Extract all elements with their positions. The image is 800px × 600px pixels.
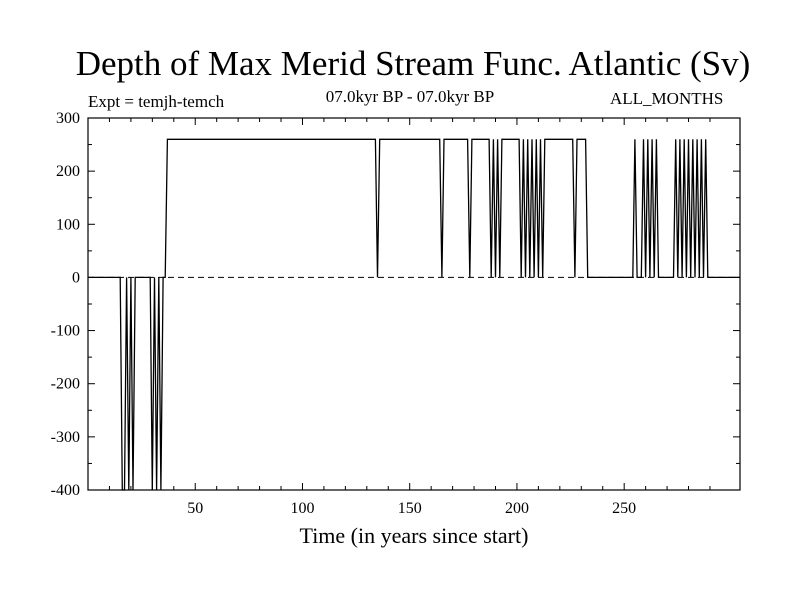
x-tick-label: 100 [290,500,314,517]
x-tick-label: 150 [398,500,422,517]
y-tick-label: -200 [51,376,80,393]
y-tick-label: 200 [56,163,80,180]
y-tick-label: -100 [51,323,80,340]
series-line-0 [88,138,740,491]
y-tick-label: 300 [56,110,80,127]
y-tick-label: 0 [72,269,80,286]
y-tick-label: -300 [51,429,80,446]
chart-title: Depth of Max Merid Stream Func. Atlantic… [75,44,751,83]
y-tick-label: -400 [51,482,80,499]
x-axis-label: Time (in years since start) [299,523,529,548]
experiment-label: Expt = temjh-temch [88,92,225,111]
months-label: ALL_MONTHS [610,89,724,108]
y-tick-label: 100 [56,216,80,233]
x-tick-label: 50 [187,500,203,517]
x-tick-label: 250 [612,500,636,517]
x-tick-label: 200 [505,500,529,517]
plot-frame [87,117,741,491]
period-label: 07.0kyr BP - 07.0kyr BP [325,87,495,106]
